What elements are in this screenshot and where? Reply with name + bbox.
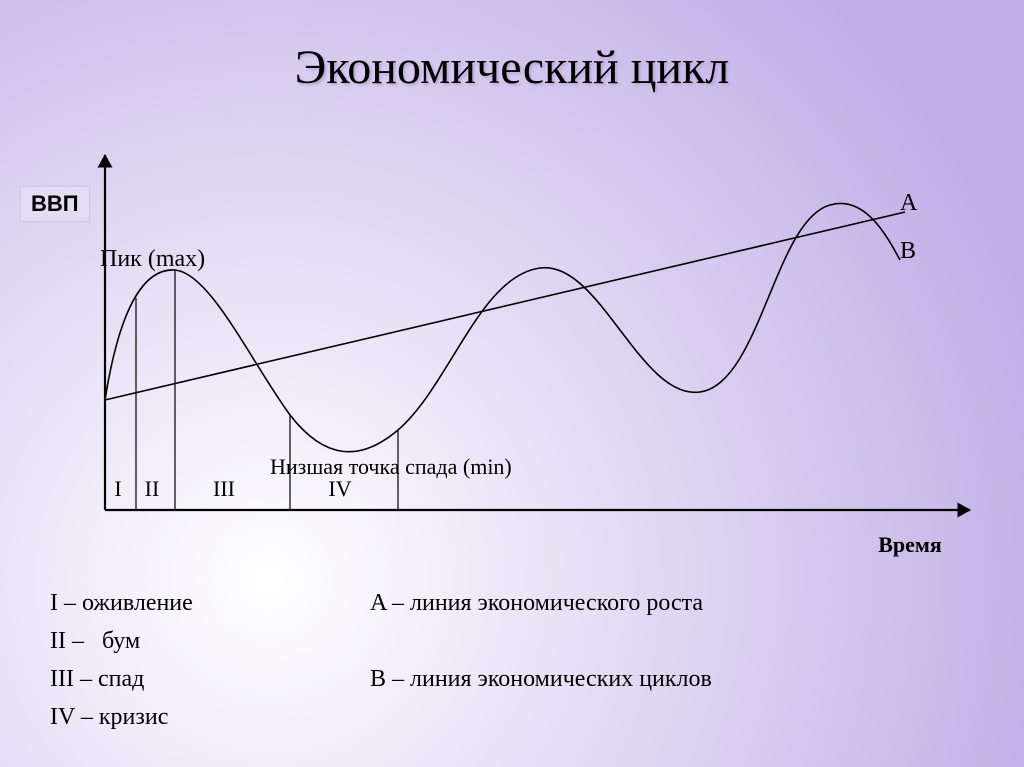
peak-label: Пик (max) xyxy=(100,246,205,273)
y-axis-label: ВВП xyxy=(20,186,90,222)
x-axis-arrow xyxy=(958,503,970,516)
legend-right-3: B – линия экономических циклов xyxy=(370,666,712,693)
legend-left-1: I – оживление xyxy=(50,590,193,617)
x-axis-label: Время xyxy=(878,532,942,558)
phase-roman-3: III xyxy=(213,476,235,502)
legend-left-2: II – бум xyxy=(50,628,140,655)
phase-roman-4: IV xyxy=(328,476,351,502)
legend-right-1: A – линия экономического роста xyxy=(370,590,703,617)
trend-line xyxy=(105,212,905,400)
legend-left-3: III – спад xyxy=(50,666,144,693)
min-label: Низшая точка спада (min) xyxy=(270,454,512,480)
cycle-line-label: B xyxy=(900,238,916,265)
phase-roman-2: II xyxy=(145,476,160,502)
page-title: Экономический цикл xyxy=(295,40,730,95)
phase-roman-1: I xyxy=(114,476,121,502)
legend-left-4: IV – кризис xyxy=(50,704,168,731)
trend-line-label: A xyxy=(900,190,917,217)
y-axis-arrow xyxy=(98,155,111,167)
